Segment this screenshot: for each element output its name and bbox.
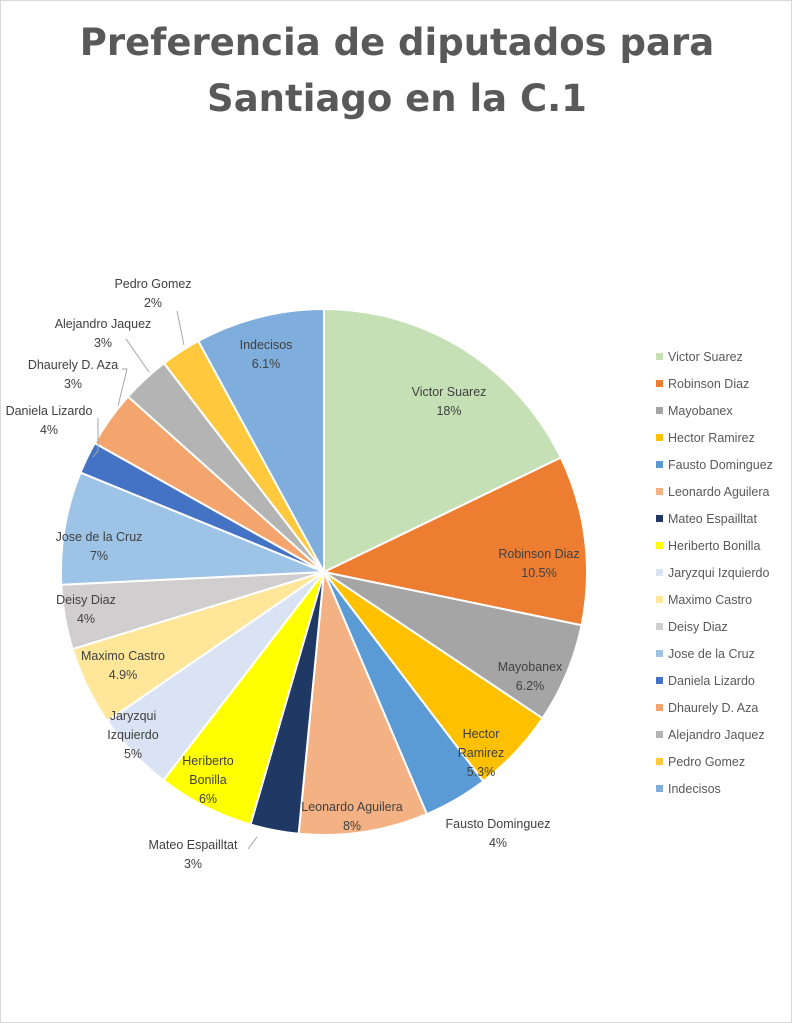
legend-swatch-heriberto-bonilla bbox=[656, 542, 663, 549]
slice-label-name-cont-jaryzqui-izquierdo: Izquierdo bbox=[107, 728, 158, 742]
slice-label-value-hector-ramirez: 5.3% bbox=[467, 765, 496, 779]
legend-label-jaryzqui-izquierdo: Jaryzqui Izquierdo bbox=[668, 566, 769, 580]
chart-title-line-2: Santiago en la C.1 bbox=[207, 77, 587, 120]
slice-label-name-cont-hector-ramirez: Ramirez bbox=[458, 746, 505, 760]
slice-label-name-heriberto-bonilla: Heriberto bbox=[182, 754, 233, 768]
legend-swatch-robinson-diaz bbox=[656, 380, 663, 387]
legend-label-deisy-diaz: Deisy Diaz bbox=[668, 620, 728, 634]
slice-label-name-alejandro-jaquez: Alejandro Jaquez bbox=[55, 317, 152, 331]
legend-label-leonardo-aguilera: Leonardo Aguilera bbox=[668, 485, 770, 499]
legend-swatch-deisy-diaz bbox=[656, 623, 663, 630]
chart-title-line-1: Preferencia de diputados para bbox=[79, 21, 715, 64]
legend-swatch-jaryzqui-izquierdo bbox=[656, 569, 663, 576]
leader-line-pedro-gomez bbox=[176, 310, 185, 346]
legend-swatch-fausto-dominguez bbox=[656, 461, 663, 468]
pie-slice-victor-suarez bbox=[323, 307, 563, 574]
legend-swatch-hector-ramirez bbox=[656, 434, 663, 441]
legend-label-dhaurely-d-aza: Dhaurely D. Aza bbox=[668, 701, 758, 715]
legend-label-hector-ramirez: Hector Ramirez bbox=[668, 431, 755, 445]
slice-label-value-jaryzqui-izquierdo: 5% bbox=[124, 747, 142, 761]
slice-label-value-mayobanex: 6.2% bbox=[516, 679, 545, 693]
legend-swatch-daniela-lizardo bbox=[656, 677, 663, 684]
legend-label-mateo-espailltat: Mateo Espailltat bbox=[668, 512, 757, 526]
legend-swatch-dhaurely-d-aza bbox=[656, 704, 663, 711]
legend-label-pedro-gomez: Pedro Gomez bbox=[668, 755, 745, 769]
pie-slice-jose-de-la-cruz bbox=[60, 471, 325, 586]
leader-line-dhaurely-d-aza bbox=[117, 368, 128, 407]
legend-label-alejandro-jaquez: Alejandro Jaquez bbox=[668, 728, 765, 742]
legend-label-heriberto-bonilla: Heriberto Bonilla bbox=[668, 539, 760, 553]
pie-labels: Victor Suarez 18% Robinson Diaz 10.5% Mayoba… bbox=[6, 277, 580, 871]
slice-label-name-dhaurely-d-aza: Dhaurely D. Aza bbox=[28, 358, 118, 372]
slice-label-value-heriberto-bonilla: 6% bbox=[199, 792, 217, 806]
legend-swatch-mateo-espailltat bbox=[656, 515, 663, 522]
slice-label-value-indecisos: 6.1% bbox=[252, 357, 281, 371]
slice-label-value-fausto-dominguez: 4% bbox=[489, 836, 507, 850]
slice-label-value-robinson-diaz: 10.5% bbox=[521, 566, 556, 580]
pie-slices bbox=[60, 307, 588, 837]
slice-label-value-deisy-diaz: 4% bbox=[77, 612, 95, 626]
leader-line-mateo-espailltat bbox=[247, 836, 258, 850]
legend-label-robinson-diaz: Robinson Diaz bbox=[668, 377, 749, 391]
slice-label-name-cont-heriberto-bonilla: Bonilla bbox=[189, 773, 227, 787]
legend-swatch-alejandro-jaquez bbox=[656, 731, 663, 738]
slice-label-name-hector-ramirez: Hector bbox=[463, 727, 500, 741]
legend-label-victor-suarez: Victor Suarez bbox=[668, 350, 743, 364]
legend-swatch-maximo-castro bbox=[656, 596, 663, 603]
slice-label-name-maximo-castro: Maximo Castro bbox=[81, 649, 165, 663]
legend-label-maximo-castro: Maximo Castro bbox=[668, 593, 752, 607]
legend-swatch-victor-suarez bbox=[656, 353, 663, 360]
slice-label-name-fausto-dominguez: Fausto Dominguez bbox=[446, 817, 551, 831]
slice-label-value-mateo-espailltat: 3% bbox=[184, 857, 202, 871]
slice-label-name-pedro-gomez: Pedro Gomez bbox=[114, 277, 191, 291]
slice-label-value-leonardo-aguilera: 8% bbox=[343, 819, 361, 833]
slice-label-name-mayobanex: Mayobanex bbox=[498, 660, 563, 674]
slice-label-value-daniela-lizardo: 4% bbox=[40, 423, 58, 437]
legend: Victor Suarez Robinson Diaz Mayobanex Hecto… bbox=[656, 350, 773, 796]
slice-label-value-pedro-gomez: 2% bbox=[144, 296, 162, 310]
slice-label-name-robinson-diaz: Robinson Diaz bbox=[498, 547, 579, 561]
slice-label-value-dhaurely-d-aza: 3% bbox=[64, 377, 82, 391]
legend-swatch-mayobanex bbox=[656, 407, 663, 414]
chart-title: Preferencia de diputados para Santiago e… bbox=[1, 15, 792, 127]
slice-label-name-mateo-espailltat: Mateo Espailltat bbox=[149, 838, 238, 852]
slice-label-value-jose-de-la-cruz: 7% bbox=[90, 549, 108, 563]
slice-label-value-maximo-castro: 4.9% bbox=[109, 668, 138, 682]
legend-label-jose-de-la-cruz: Jose de la Cruz bbox=[668, 647, 755, 661]
slice-label-name-leonardo-aguilera: Leonardo Aguilera bbox=[301, 800, 403, 814]
pie-slice-robinson-diaz bbox=[320, 456, 588, 627]
leader-line-daniela-lizardo bbox=[92, 418, 99, 458]
legend-label-daniela-lizardo: Daniela Lizardo bbox=[668, 674, 755, 688]
slice-label-name-deisy-diaz: Deisy Diaz bbox=[56, 593, 116, 607]
slice-label-value-alejandro-jaquez: 3% bbox=[94, 336, 112, 350]
pie-slice-indecisos bbox=[196, 307, 325, 573]
legend-swatch-pedro-gomez bbox=[656, 758, 663, 765]
slice-label-name-indecisos: Indecisos bbox=[240, 338, 293, 352]
slice-label-name-daniela-lizardo: Daniela Lizardo bbox=[6, 404, 93, 418]
slice-label-name-jaryzqui-izquierdo: Jaryzqui bbox=[110, 709, 157, 723]
slice-label-name-jose-de-la-cruz: Jose de la Cruz bbox=[56, 530, 143, 544]
legend-swatch-jose-de-la-cruz bbox=[656, 650, 663, 657]
legend-swatch-indecisos bbox=[656, 785, 663, 792]
slice-label-value-victor-suarez: 18% bbox=[436, 404, 461, 418]
pie-slice-leonardo-aguilera bbox=[297, 571, 429, 837]
legend-label-fausto-dominguez: Fausto Dominguez bbox=[668, 458, 773, 472]
slice-label-name-victor-suarez: Victor Suarez bbox=[412, 385, 487, 399]
legend-label-mayobanex: Mayobanex bbox=[668, 404, 733, 418]
legend-swatch-leonardo-aguilera bbox=[656, 488, 663, 495]
leader-line-alejandro-jaquez bbox=[125, 338, 150, 373]
legend-label-indecisos: Indecisos bbox=[668, 782, 721, 796]
